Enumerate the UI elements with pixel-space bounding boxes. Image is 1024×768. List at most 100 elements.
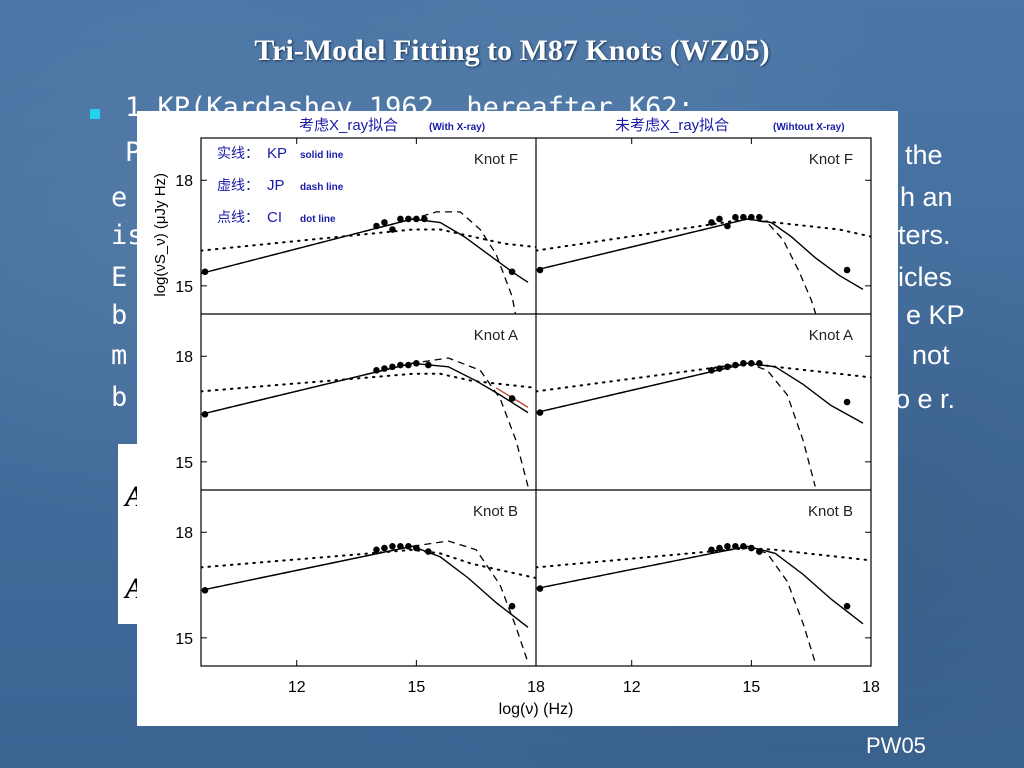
y-tick-label: 18 [175,173,193,190]
data-point [740,543,747,550]
data-point [843,398,851,406]
kp-model-curve [536,218,864,291]
bullet-line-3-left: e [111,182,128,213]
jp-model-curve [201,211,517,314]
data-point [413,544,420,552]
data-point [536,585,544,592]
data-point [708,219,715,226]
y-tick-label: 15 [175,455,193,472]
data-point [201,411,209,418]
data-point [397,361,404,369]
data-point [724,363,731,371]
data-point [373,367,380,374]
bullet-line-8-left: b [111,382,128,413]
kp-model-curve [201,545,529,628]
ci-model-curve [201,228,536,252]
legend-desc: dash line [300,182,344,193]
bullet-line-4-right: ters. [898,220,951,250]
data-point [716,365,723,372]
jp-model-curve [536,218,817,314]
x-tick-label: 12 [288,679,306,696]
bullet-square-icon [90,109,100,119]
data-point [373,546,380,554]
ci-model-curve [536,217,871,252]
data-point [748,213,755,221]
kp-model-curve [201,362,529,415]
data-point [843,266,851,274]
left-header-cn: 考虑X_ray拟合 [299,117,398,134]
data-point [508,602,516,610]
legend-cn: 虚线： [217,177,259,193]
legend-desc: solid line [300,150,344,161]
data-point [708,546,715,554]
x-tick-label: 18 [527,679,545,696]
legend-model: JP [267,177,285,194]
panel-label: Knot A [809,327,853,344]
data-point [724,543,731,550]
panel-label: Knot A [474,327,518,344]
data-point [740,359,747,367]
right-header-en: (Wihtout X-ray) [773,122,845,133]
y-tick-label: 15 [175,279,193,296]
data-point [740,213,747,221]
data-point [413,359,420,367]
ci-model-curve [201,372,536,393]
panel-label: Knot B [473,503,518,520]
data-point [843,602,851,610]
data-point [405,361,412,369]
x-tick-label: 18 [862,679,880,696]
data-point [421,215,428,223]
data-point [716,215,723,223]
data-point [405,543,412,550]
y-tick-label: 15 [175,631,193,648]
data-point [405,215,412,223]
data-point [536,266,544,274]
y-tick-label: 18 [175,349,193,366]
x-axis-label: log(ν) (Hz) [499,701,574,718]
data-point [373,222,380,230]
kp-model-curve [536,545,864,625]
data-point [748,359,755,367]
legend-cn: 实线： [217,145,259,161]
y-axis-label: log(νS_ν) (μJy Hz) [152,173,169,297]
data-point [508,395,516,402]
data-point [381,544,388,552]
ci-model-curve [536,362,871,393]
data-point [397,215,404,223]
data-point [381,219,388,226]
data-point [756,213,763,221]
footer-label: PW05 [866,733,926,758]
data-point [425,548,432,555]
slide-title: Tri-Model Fitting to M87 Knots (WZ05) [254,34,770,67]
legend-desc: dot line [300,214,336,225]
data-point [201,587,209,594]
bullet-line-5-right: icles [898,262,953,292]
left-header-en: (With X-ray) [429,122,485,133]
ci-model-curve [536,547,871,569]
bullet-line-7-right: not [912,340,950,370]
x-tick-label: 15 [407,679,425,696]
jp-model-curve [536,362,816,487]
bullet-line-7-left: m [111,340,128,371]
data-point [756,359,763,367]
data-point [413,215,420,223]
legend-model: CI [267,209,282,226]
data-point [756,548,763,555]
data-point [389,543,396,550]
data-point [732,213,739,221]
right-header-cn: 未考虑X_ray拟合 [615,117,729,134]
data-point [716,544,723,552]
bullet-line-3-right: h an [900,182,953,212]
jp-model-curve [201,540,529,663]
data-point [201,268,209,276]
legend-model: KP [267,145,287,162]
bullet-line-8-right: o e r. [895,384,956,414]
data-point [381,365,388,372]
data-point [397,543,404,550]
data-point [389,363,396,371]
bullet-line-5-left: E [111,262,128,293]
data-point [508,268,516,276]
panel-label: Knot F [474,151,518,168]
data-point [748,544,755,552]
